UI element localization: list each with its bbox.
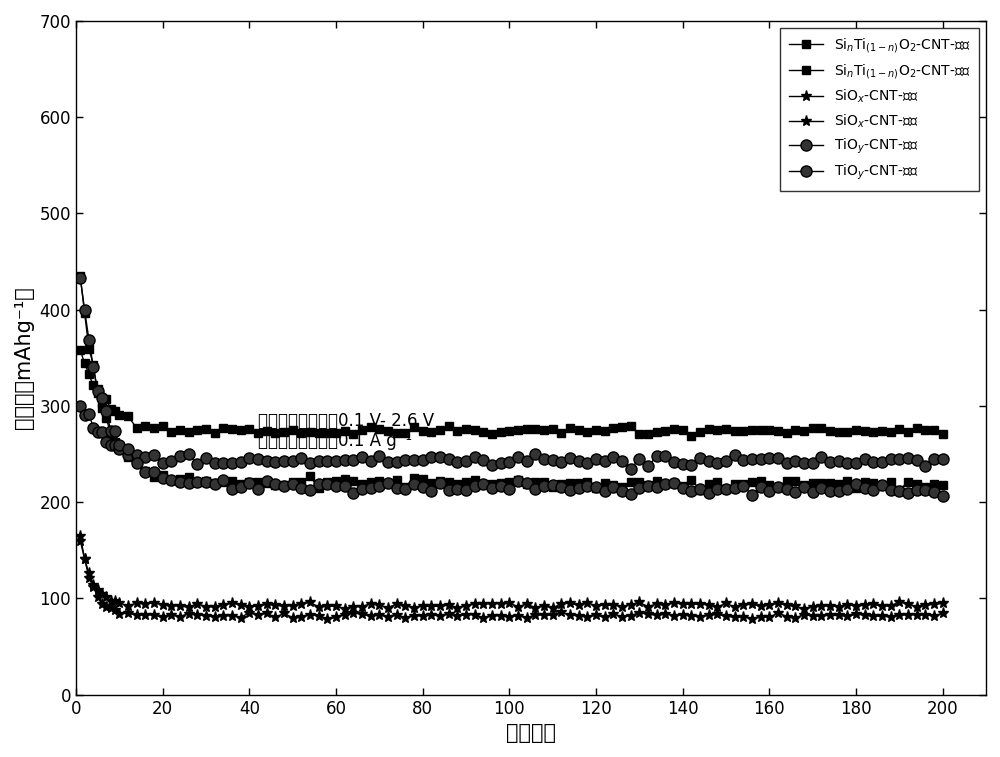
X-axis label: 循环次数: 循环次数 (506, 723, 556, 743)
Y-axis label: 比容量（mAhg⁻¹）: 比容量（mAhg⁻¹） (14, 286, 34, 429)
Legend: Si$_n$Ti$_{(1-n)}$O$_2$-CNT-充电, Si$_n$Ti$_{(1-n)}$O$_2$-CNT-放电, SiO$_x$-CNT-充电, : Si$_n$Ti$_{(1-n)}$O$_2$-CNT-充电, Si$_n$Ti… (780, 28, 979, 191)
Text: 充放电电压范围：0.1 V- 2.6 V
充放电电流密度：0.1 A g⁻¹: 充放电电压范围：0.1 V- 2.6 V 充放电电流密度：0.1 A g⁻¹ (258, 412, 434, 450)
